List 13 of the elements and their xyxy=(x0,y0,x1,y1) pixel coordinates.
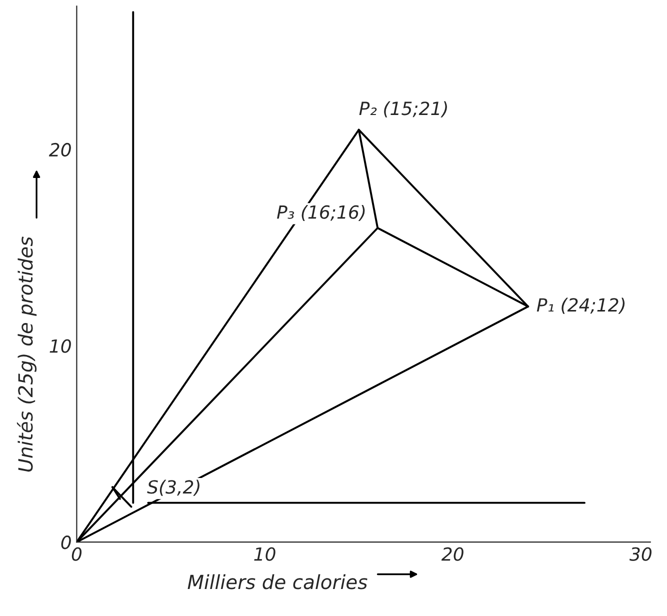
x-tick-label: 20 xyxy=(441,547,464,561)
y-axis-title: Unités (25g) de protides xyxy=(16,236,37,472)
x-axis-title: Milliers de calories xyxy=(188,574,368,590)
x-tick-label: 30 xyxy=(629,547,652,561)
x-tick-label: 0 xyxy=(72,547,82,561)
y-tick-label: 20 xyxy=(48,142,71,157)
y-tick-label: 10 xyxy=(50,339,71,353)
annotation: P₂ (15;21) xyxy=(359,101,447,118)
annotation: S(3,2) xyxy=(147,480,200,496)
annotation: P₁ (24;12) xyxy=(536,298,625,314)
annotation: P₃ (16;16) xyxy=(277,204,365,222)
y-tick-label: 0 xyxy=(61,536,71,550)
x-tick-label: 10 xyxy=(254,547,276,561)
